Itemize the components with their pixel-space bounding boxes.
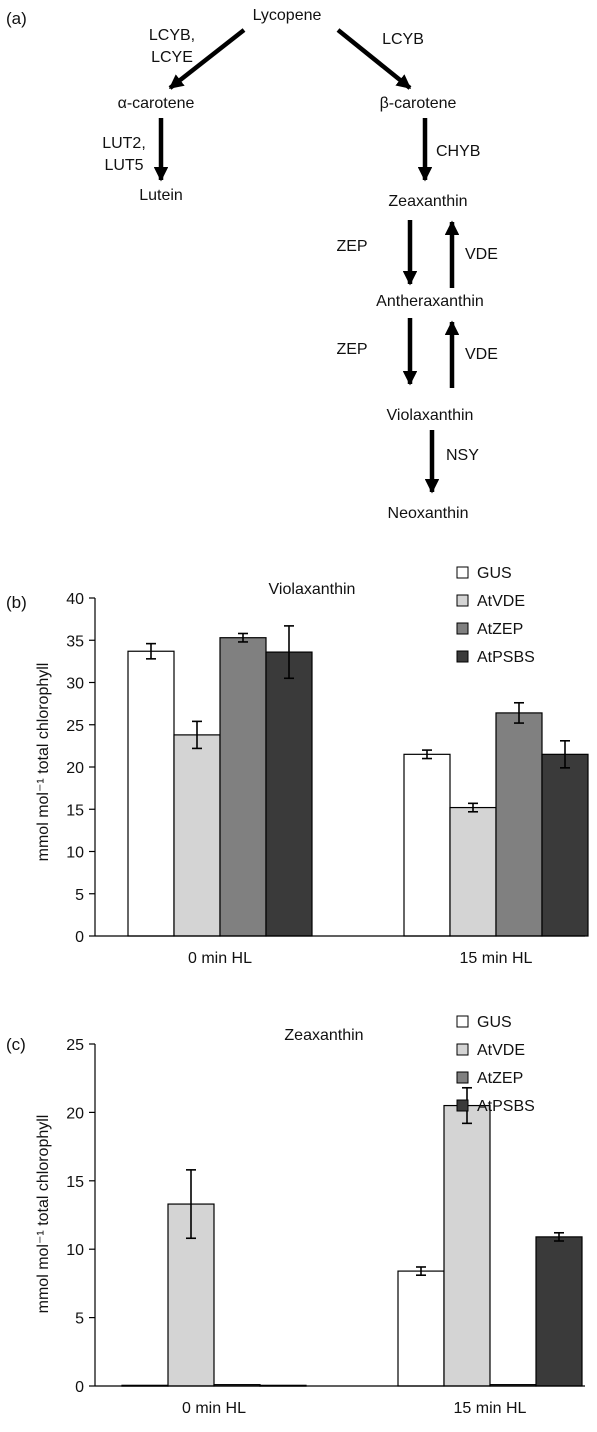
x-category-label: 15 min HL xyxy=(454,1400,527,1417)
y-tick-label: 10 xyxy=(66,1242,84,1259)
chart-b-legend: GUS AtVDE AtZEP AtPSBS xyxy=(456,565,535,666)
bar-atvde xyxy=(443,1104,491,1387)
node-beta-carotene: β-carotene xyxy=(380,95,457,112)
x-category-label: 15 min HL xyxy=(460,950,533,967)
bar-gus xyxy=(127,650,175,937)
enzyme-lcyb-lcye-line1: LCYB, xyxy=(149,27,195,44)
node-alpha-carotene: α-carotene xyxy=(118,95,195,112)
enzyme-lut-line1: LUT2, xyxy=(102,135,146,152)
chart-b-title: Violaxanthin xyxy=(269,581,356,598)
y-tick-label: 35 xyxy=(66,633,84,650)
x-category-label: 0 min HL xyxy=(188,950,252,967)
node-neoxanthin: Neoxanthin xyxy=(388,505,469,522)
legend-swatch-gus xyxy=(456,566,469,579)
y-tick-label: 20 xyxy=(66,760,84,777)
x-category-label: 0 min HL xyxy=(182,1400,246,1417)
node-antheraxanthin: Antheraxanthin xyxy=(376,293,484,310)
node-lycopene: Lycopene xyxy=(253,7,322,24)
legend-label-atpsbs: AtPSBS xyxy=(477,649,535,666)
arrow-lycopene-to-beta xyxy=(336,28,412,90)
panel-b-label: (b) xyxy=(6,593,27,612)
legend-swatch-atpsbs xyxy=(456,650,469,663)
bar-atpsbs xyxy=(535,1236,583,1387)
arrow-lycopene-to-alpha xyxy=(168,28,246,90)
chart-b-y-ticks: 0 5 10 15 20 25 30 35 40 xyxy=(66,591,95,946)
chart-c-x-labels: 0 min HL 15 min HL xyxy=(182,1400,527,1417)
chart-b-x-labels: 0 min HL 15 min HL xyxy=(188,950,533,967)
y-tick-label: 30 xyxy=(66,676,84,693)
violaxanthin-chart: (b) Violaxanthin mmol mol⁻¹ total chloro… xyxy=(6,565,589,967)
y-tick-label: 40 xyxy=(66,591,84,608)
panel-a-label: (a) xyxy=(6,9,27,28)
enzyme-vde-2: VDE xyxy=(465,346,498,363)
bar-atvde xyxy=(449,806,497,937)
node-zeaxanthin: Zeaxanthin xyxy=(388,193,467,210)
bar-gus xyxy=(403,753,451,937)
zeaxanthin-chart: (c) Zeaxanthin mmol mol⁻¹ total chloroph… xyxy=(6,1014,585,1417)
legend-label-atvde: AtVDE xyxy=(477,1042,525,1059)
y-tick-label: 10 xyxy=(66,845,84,862)
bar-gus xyxy=(397,1270,445,1387)
enzyme-zep-1: ZEP xyxy=(336,238,367,255)
chart-b-ylabel: mmol mol⁻¹ total chlorophyll xyxy=(35,663,52,862)
y-tick-label: 25 xyxy=(66,1037,84,1054)
legend-swatch-atzep xyxy=(456,622,469,635)
panel-c-label: (c) xyxy=(6,1035,26,1054)
bar-atpsbs xyxy=(541,753,589,937)
legend-swatch-atzep xyxy=(456,1071,469,1084)
legend-label-atzep: AtZEP xyxy=(477,1070,523,1087)
chart-b-bars xyxy=(127,625,589,937)
enzyme-lcyb: LCYB xyxy=(382,31,424,48)
y-tick-label: 0 xyxy=(75,929,84,946)
enzyme-zep-2: ZEP xyxy=(336,341,367,358)
legend-swatch-gus xyxy=(456,1015,469,1028)
enzyme-nsy: NSY xyxy=(446,447,479,464)
node-lutein: Lutein xyxy=(139,187,183,204)
enzyme-chyb: CHYB xyxy=(436,143,480,160)
legend-label-atpsbs: AtPSBS xyxy=(477,1098,535,1115)
enzyme-lut-line2: LUT5 xyxy=(104,157,143,174)
legend-swatch-atvde xyxy=(456,1043,469,1056)
chart-c-legend: GUS AtVDE AtZEP AtPSBS xyxy=(456,1014,535,1115)
y-tick-label: 0 xyxy=(75,1379,84,1396)
legend-label-atvde: AtVDE xyxy=(477,593,525,610)
y-tick-label: 15 xyxy=(66,1174,84,1191)
y-tick-label: 25 xyxy=(66,718,84,735)
bar-atpsbs xyxy=(265,651,313,937)
bar-atvde xyxy=(173,734,221,937)
y-tick-label: 15 xyxy=(66,802,84,819)
legend-swatch-atpsbs xyxy=(456,1099,469,1112)
pathway-diagram: (a) Lycopene LCYB, LCYE LCYB α-carotene … xyxy=(6,7,498,522)
y-tick-label: 5 xyxy=(75,1311,84,1328)
bar-atzep xyxy=(219,637,267,937)
legend-label-gus: GUS xyxy=(477,1014,512,1031)
legend-label-gus: GUS xyxy=(477,565,512,582)
enzyme-vde-1: VDE xyxy=(465,246,498,263)
node-violaxanthin: Violaxanthin xyxy=(387,407,474,424)
legend-label-atzep: AtZEP xyxy=(477,621,523,638)
chart-c-ylabel: mmol mol⁻¹ total chlorophyll xyxy=(35,1115,52,1314)
enzyme-lcyb-lcye-line2: LCYE xyxy=(151,49,193,66)
chart-c-title: Zeaxanthin xyxy=(284,1027,363,1044)
legend-swatch-atvde xyxy=(456,594,469,607)
chart-c-y-ticks: 0 5 10 15 20 25 xyxy=(66,1037,95,1396)
y-tick-label: 5 xyxy=(75,887,84,904)
bar-atzep xyxy=(495,712,543,937)
chart-c-bars xyxy=(121,1086,583,1387)
y-tick-label: 20 xyxy=(66,1105,84,1122)
